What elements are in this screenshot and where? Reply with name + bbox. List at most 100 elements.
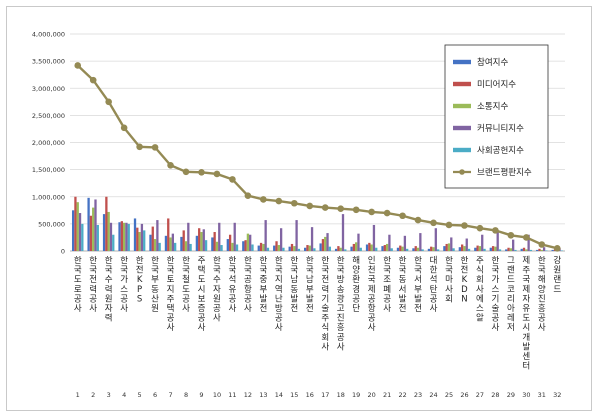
line-marker <box>306 202 314 210</box>
bar-사회공헌지수 <box>514 249 517 251</box>
bar-미디어지수 <box>337 246 340 251</box>
bar-참여지수 <box>102 214 106 251</box>
line-marker <box>445 221 453 229</box>
bar-참여지수 <box>87 197 90 251</box>
x-index-label: 6 <box>153 391 157 399</box>
x-index-label: 13 <box>259 391 267 399</box>
bar-소통지수 <box>416 247 420 251</box>
bar-커뮤니티지수 <box>202 229 205 251</box>
line-marker <box>414 216 422 224</box>
bar-소통지수 <box>138 232 141 251</box>
bar-소통지수 <box>293 246 296 251</box>
bar-미디어지수 <box>244 240 247 251</box>
bar-참여지수 <box>319 243 322 251</box>
bar-미디어지수 <box>476 245 479 251</box>
legend-label: 커뮤니티지수 <box>477 123 524 134</box>
bar-소통지수 <box>246 233 250 251</box>
line-marker <box>89 76 97 84</box>
bar-사회공헌지수 <box>297 248 301 251</box>
legend-label: 참여지수 <box>477 57 508 68</box>
bar-참여지수 <box>551 249 554 251</box>
x-index-label: 1 <box>76 391 80 399</box>
bar-미디어지수 <box>89 215 93 251</box>
x-index-label: 25 <box>445 391 453 399</box>
bar-사회공헌지수 <box>96 224 99 251</box>
bar-소통지수 <box>324 236 327 251</box>
y-tick-label: 1,000,000 <box>32 193 65 201</box>
x-index-label: 8 <box>184 391 188 399</box>
bar-참여지수 <box>536 249 539 251</box>
bar-소통지수 <box>509 248 513 251</box>
bar-사회공헌지수 <box>529 249 533 251</box>
bar-커뮤니티지수 <box>218 222 221 251</box>
y-tick-label: 3,000,000 <box>32 85 65 93</box>
x-index-label: 28 <box>491 391 499 399</box>
bar-커뮤니티지수 <box>496 231 499 251</box>
bar-소통지수 <box>447 243 451 251</box>
bar-소통지수 <box>184 241 188 251</box>
bar-커뮤니티지수 <box>403 235 407 251</box>
bar-커뮤니티지수 <box>94 199 97 251</box>
legend-label: 소통지수 <box>477 102 508 112</box>
legend-swatch-marker <box>459 169 465 175</box>
bar-미디어지수 <box>182 230 185 251</box>
bar-미디어지수 <box>368 242 371 251</box>
bar-사회공헌지수 <box>545 250 548 251</box>
bar-참여지수 <box>520 248 523 251</box>
bar-소통지수 <box>385 243 389 251</box>
legend-label: 사회공헌지수 <box>477 146 524 156</box>
bar-참여지수 <box>412 248 415 251</box>
x-index-label: 20 <box>368 391 376 399</box>
bar-사회공헌지수 <box>313 248 316 251</box>
x-index-label: 7 <box>168 391 172 399</box>
line-marker <box>368 208 375 216</box>
line-marker <box>229 176 236 183</box>
y-tick-label: 2,000,000 <box>32 139 65 147</box>
x-axis-index-labels: 1 2 3 4 5 6 7 8 9 10 11 12 13 14 15 16 17 18 19 20 21 22 23 24 2… <box>76 391 562 399</box>
line-marker <box>120 124 128 132</box>
bar-커뮤니티지수 <box>372 224 376 251</box>
line-marker <box>244 192 252 199</box>
legend-swatch <box>453 147 471 153</box>
bar-미디어지수 <box>321 239 325 251</box>
line-marker <box>352 206 360 214</box>
gridlines <box>70 33 565 252</box>
bar-참여지수 <box>180 236 183 251</box>
bar-미디어지수 <box>306 245 309 251</box>
bar-소통지수 <box>122 222 126 251</box>
bar-커뮤니티지수 <box>264 220 267 251</box>
line-marker <box>461 222 468 229</box>
bar-미디어지수 <box>151 226 154 251</box>
y-tick-label: 500,000 <box>38 220 65 228</box>
bar-사회공헌지수 <box>467 248 471 251</box>
bar-참여지수 <box>381 246 384 251</box>
bar-참여지수 <box>505 249 508 251</box>
x-index-label: 24 <box>429 391 437 399</box>
bar-소통지수 <box>262 243 265 251</box>
x-index-label: 21 <box>383 391 391 399</box>
bar-소통지수 <box>308 245 311 251</box>
bar-소통지수 <box>339 247 342 251</box>
x-index-label: 10 <box>213 391 221 399</box>
bar-소통지수 <box>432 247 435 251</box>
bar-사회공헌지수 <box>266 247 270 251</box>
bar-참여지수 <box>149 234 152 251</box>
bar-커뮤니티지수 <box>140 223 144 251</box>
bar-사회공헌지수 <box>375 247 378 251</box>
bar-커뮤니티지수 <box>434 228 437 251</box>
bar-참여지수 <box>133 218 137 251</box>
bar-미디어지수 <box>507 247 510 251</box>
bar-사회공헌지수 <box>498 249 502 251</box>
bar-사회공헌지수 <box>143 230 146 251</box>
